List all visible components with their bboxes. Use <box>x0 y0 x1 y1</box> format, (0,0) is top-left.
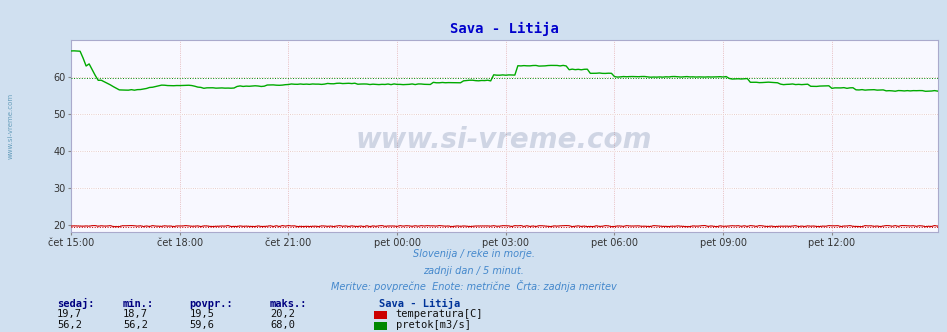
Text: 68,0: 68,0 <box>270 320 295 330</box>
Text: 56,2: 56,2 <box>57 320 81 330</box>
Text: www.si-vreme.com: www.si-vreme.com <box>8 93 13 159</box>
Text: 59,6: 59,6 <box>189 320 214 330</box>
Title: Sava - Litija: Sava - Litija <box>450 22 559 36</box>
Text: 19,5: 19,5 <box>189 309 214 319</box>
Text: sedaj:: sedaj: <box>57 298 95 309</box>
Text: Sava - Litija: Sava - Litija <box>379 298 460 309</box>
Text: 56,2: 56,2 <box>123 320 148 330</box>
Text: Slovenija / reke in morje.: Slovenija / reke in morje. <box>413 249 534 259</box>
Text: min.:: min.: <box>123 299 154 309</box>
Text: povpr.:: povpr.: <box>189 299 233 309</box>
Text: pretok[m3/s]: pretok[m3/s] <box>396 320 471 330</box>
Text: 20,2: 20,2 <box>270 309 295 319</box>
Text: temperatura[C]: temperatura[C] <box>396 309 483 319</box>
Text: Meritve: povprečne  Enote: metrične  Črta: zadnja meritev: Meritve: povprečne Enote: metrične Črta:… <box>331 281 616 292</box>
Text: 19,7: 19,7 <box>57 309 81 319</box>
Text: www.si-vreme.com: www.si-vreme.com <box>356 126 652 154</box>
Text: zadnji dan / 5 minut.: zadnji dan / 5 minut. <box>423 266 524 276</box>
Text: 18,7: 18,7 <box>123 309 148 319</box>
Text: maks.:: maks.: <box>270 299 308 309</box>
